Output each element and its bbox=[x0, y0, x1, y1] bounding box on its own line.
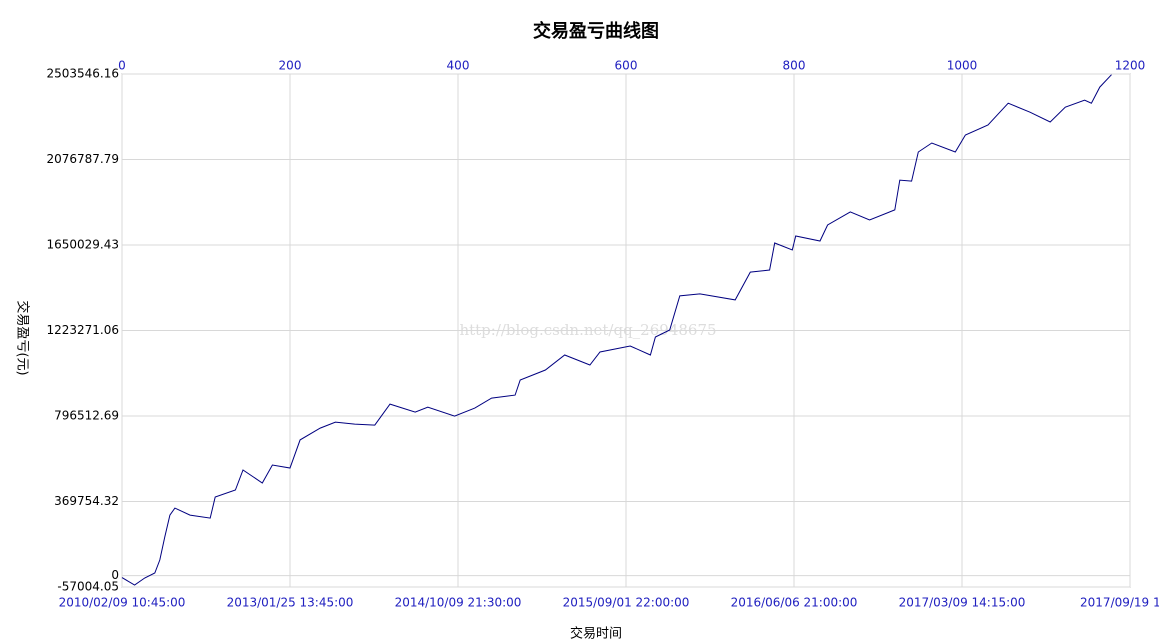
bottom-tick-label: 2017/09/19 14:4 bbox=[1080, 596, 1159, 610]
y-tick-label: 2503546.16 bbox=[46, 67, 119, 81]
x-tick-label: 0 bbox=[118, 59, 126, 73]
x-tick-label: 1000 bbox=[947, 59, 978, 73]
y-tick-label: 369754.32 bbox=[54, 494, 119, 508]
bottom-tick-label: 2017/03/09 14:15:00 bbox=[899, 596, 1026, 610]
y-axis-label: 交易盈亏(元) bbox=[15, 300, 31, 375]
data-line bbox=[121, 74, 1112, 586]
x-tick-label: 200 bbox=[279, 59, 302, 73]
chart-title: 交易盈亏曲线图 bbox=[533, 20, 659, 42]
bottom-tick-label: 2013/01/25 13:45:00 bbox=[227, 596, 354, 610]
y-tick-label: 1223271.06 bbox=[46, 323, 119, 337]
y-tick-label: -57004.05 bbox=[57, 580, 119, 594]
bottom-tick-label: 2014/10/09 21:30:00 bbox=[395, 596, 522, 610]
bottom-tick-label: 2016/06/06 21:00:00 bbox=[731, 596, 858, 610]
y-tick-label: 2076787.79 bbox=[46, 152, 119, 166]
y-tick-label: 796512.69 bbox=[54, 409, 119, 423]
x-tick-label: 1200 bbox=[1115, 59, 1146, 73]
y-tick-label: 1650029.43 bbox=[46, 238, 119, 252]
x-tick-label: 800 bbox=[783, 59, 806, 73]
x-tick-label: 400 bbox=[447, 59, 470, 73]
bottom-tick-label: 2015/09/01 22:00:00 bbox=[563, 596, 690, 610]
x-tick-label: 600 bbox=[615, 59, 638, 73]
x-axis-label: 交易时间 bbox=[570, 626, 622, 642]
y-tick-label: 0 bbox=[111, 568, 119, 582]
bottom-tick-label: 2010/02/09 10:45:00 bbox=[59, 596, 186, 610]
